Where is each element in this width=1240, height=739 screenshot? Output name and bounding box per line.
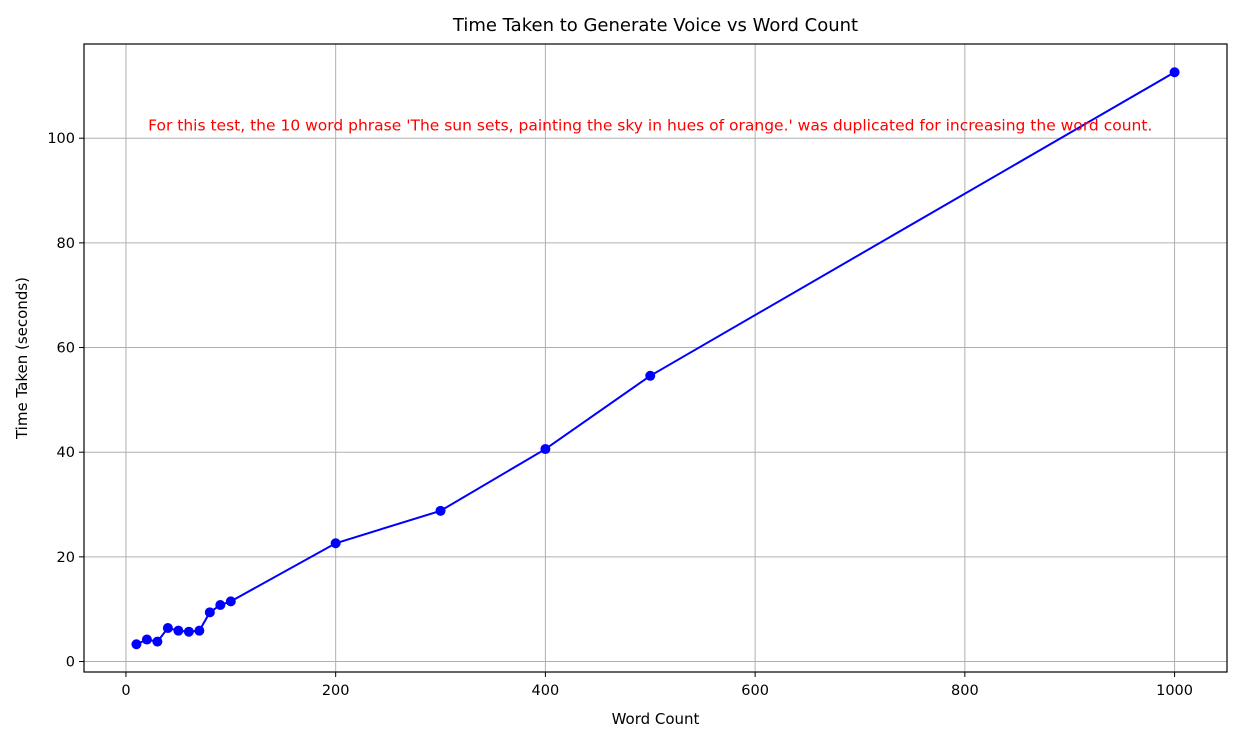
chart-title: Time Taken to Generate Voice vs Word Cou… [452, 15, 858, 36]
data-point [131, 639, 142, 650]
x-tick-label: 600 [741, 683, 769, 699]
data-point [645, 370, 656, 381]
data-point [183, 626, 194, 637]
axes: 0 200 400 600 800 1000 0 20 40 60 80 100 [47, 43, 1228, 699]
grid [84, 44, 1227, 672]
data-point [225, 596, 236, 607]
annotation-text: For this test, the 10 word phrase 'The s… [148, 116, 1152, 134]
y-tick-label: 40 [57, 445, 75, 461]
data-point [141, 634, 152, 645]
data-point [435, 505, 446, 516]
data-point [152, 636, 163, 647]
data-point [204, 607, 215, 618]
y-tick-label: 0 [66, 655, 75, 671]
data-point [540, 444, 551, 455]
y-tick-label: 60 [57, 341, 75, 357]
data-point [194, 625, 205, 636]
data-point [162, 623, 173, 634]
data-point [173, 625, 184, 636]
y-tick-label: 20 [57, 550, 75, 566]
y-tick-label: 100 [47, 131, 75, 147]
data-point [215, 600, 226, 611]
data-point [1169, 67, 1180, 78]
x-tick-label: 1000 [1156, 683, 1193, 699]
x-axis-label: Word Count [612, 710, 700, 728]
data-point [330, 538, 341, 549]
x-tick-label: 200 [322, 683, 350, 699]
annotation-layer: For this test, the 10 word phrase 'The s… [148, 116, 1152, 134]
x-tick-label: 800 [951, 683, 979, 699]
x-tick-label: 0 [121, 683, 130, 699]
x-tick-label: 400 [532, 683, 560, 699]
plot-frame [83, 43, 1228, 673]
y-axis-label: Time Taken (seconds) [13, 277, 31, 440]
y-tick-label: 80 [57, 236, 75, 252]
series-layer [131, 67, 1180, 650]
